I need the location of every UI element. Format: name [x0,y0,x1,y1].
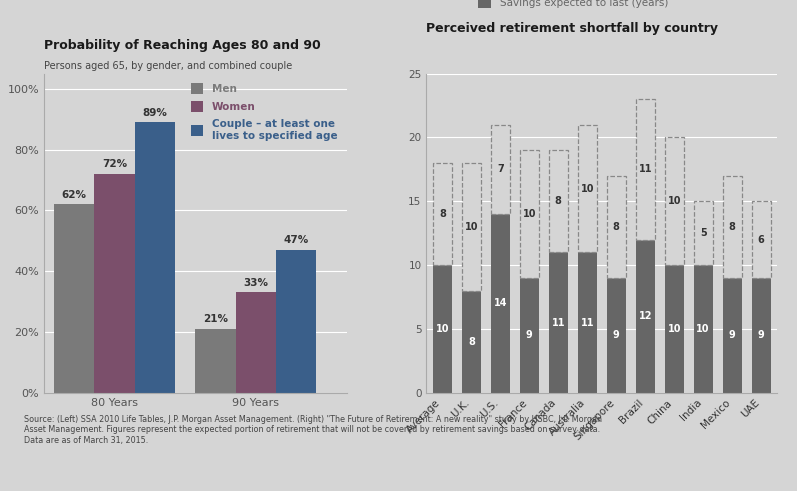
Bar [578,125,597,252]
Bar [693,201,713,265]
Bar [236,293,276,393]
Bar [723,176,741,278]
Bar [665,265,684,393]
Bar [491,214,510,393]
Text: 9: 9 [728,330,736,340]
Text: 10: 10 [523,209,536,219]
Bar [520,278,539,393]
Bar [752,278,771,393]
Text: 62%: 62% [61,190,87,200]
Bar [433,265,452,393]
Bar [549,252,567,393]
Text: 8: 8 [439,209,446,219]
Legend: Expected savings shortfall (years), Savings expected to last (years): Expected savings shortfall (years), Savi… [473,0,681,12]
Bar [54,204,94,393]
Text: 10: 10 [465,222,478,232]
Bar [578,252,597,393]
Bar [752,201,771,278]
Legend: Men, Women, Couple – at least one
lives to specified age: Men, Women, Couple – at least one lives … [186,79,341,145]
Bar [276,250,316,393]
Text: 11: 11 [552,318,565,327]
Text: 33%: 33% [243,278,269,288]
Bar [636,240,654,393]
Text: 6: 6 [758,235,764,245]
Text: 5: 5 [700,228,707,238]
Bar [665,137,684,265]
Text: 9: 9 [758,330,764,340]
Text: 10: 10 [667,324,681,334]
Bar [462,291,481,393]
Text: Source: (Left) SSA 2010 Life Tables, J.P. Morgan Asset Management. (Right) "The : Source: (Left) SSA 2010 Life Tables, J.P… [24,415,602,445]
Text: 10: 10 [436,324,449,334]
Bar [549,150,567,252]
Text: Probability of Reaching Ages 80 and 90: Probability of Reaching Ages 80 and 90 [44,39,320,52]
Bar [607,278,626,393]
Text: 10: 10 [697,324,710,334]
Text: 8: 8 [613,222,619,232]
Text: 89%: 89% [143,108,167,118]
Text: 9: 9 [613,330,619,340]
Text: 8: 8 [555,196,562,206]
Text: 10: 10 [580,184,594,193]
Bar [491,125,510,214]
Text: 11: 11 [638,164,652,174]
Text: 8: 8 [468,337,475,347]
Bar [723,278,741,393]
Text: 72%: 72% [102,160,127,169]
Text: 7: 7 [497,164,504,174]
Text: 8: 8 [728,222,736,232]
Bar [433,163,452,265]
Text: 14: 14 [493,299,507,308]
Bar [520,150,539,278]
Text: Perceived retirement shortfall by country: Perceived retirement shortfall by countr… [426,22,718,35]
Bar [693,265,713,393]
Text: 47%: 47% [284,235,309,246]
Bar [135,122,175,393]
Text: 21%: 21% [203,314,228,325]
Text: 9: 9 [526,330,532,340]
Bar [607,176,626,278]
Bar [636,99,654,240]
Bar [462,163,481,291]
Bar [195,329,236,393]
Bar [94,174,135,393]
Text: Persons aged 65, by gender, and combined couple: Persons aged 65, by gender, and combined… [44,61,292,71]
Text: 11: 11 [580,318,594,327]
Text: 10: 10 [667,196,681,206]
Text: 12: 12 [638,311,652,321]
